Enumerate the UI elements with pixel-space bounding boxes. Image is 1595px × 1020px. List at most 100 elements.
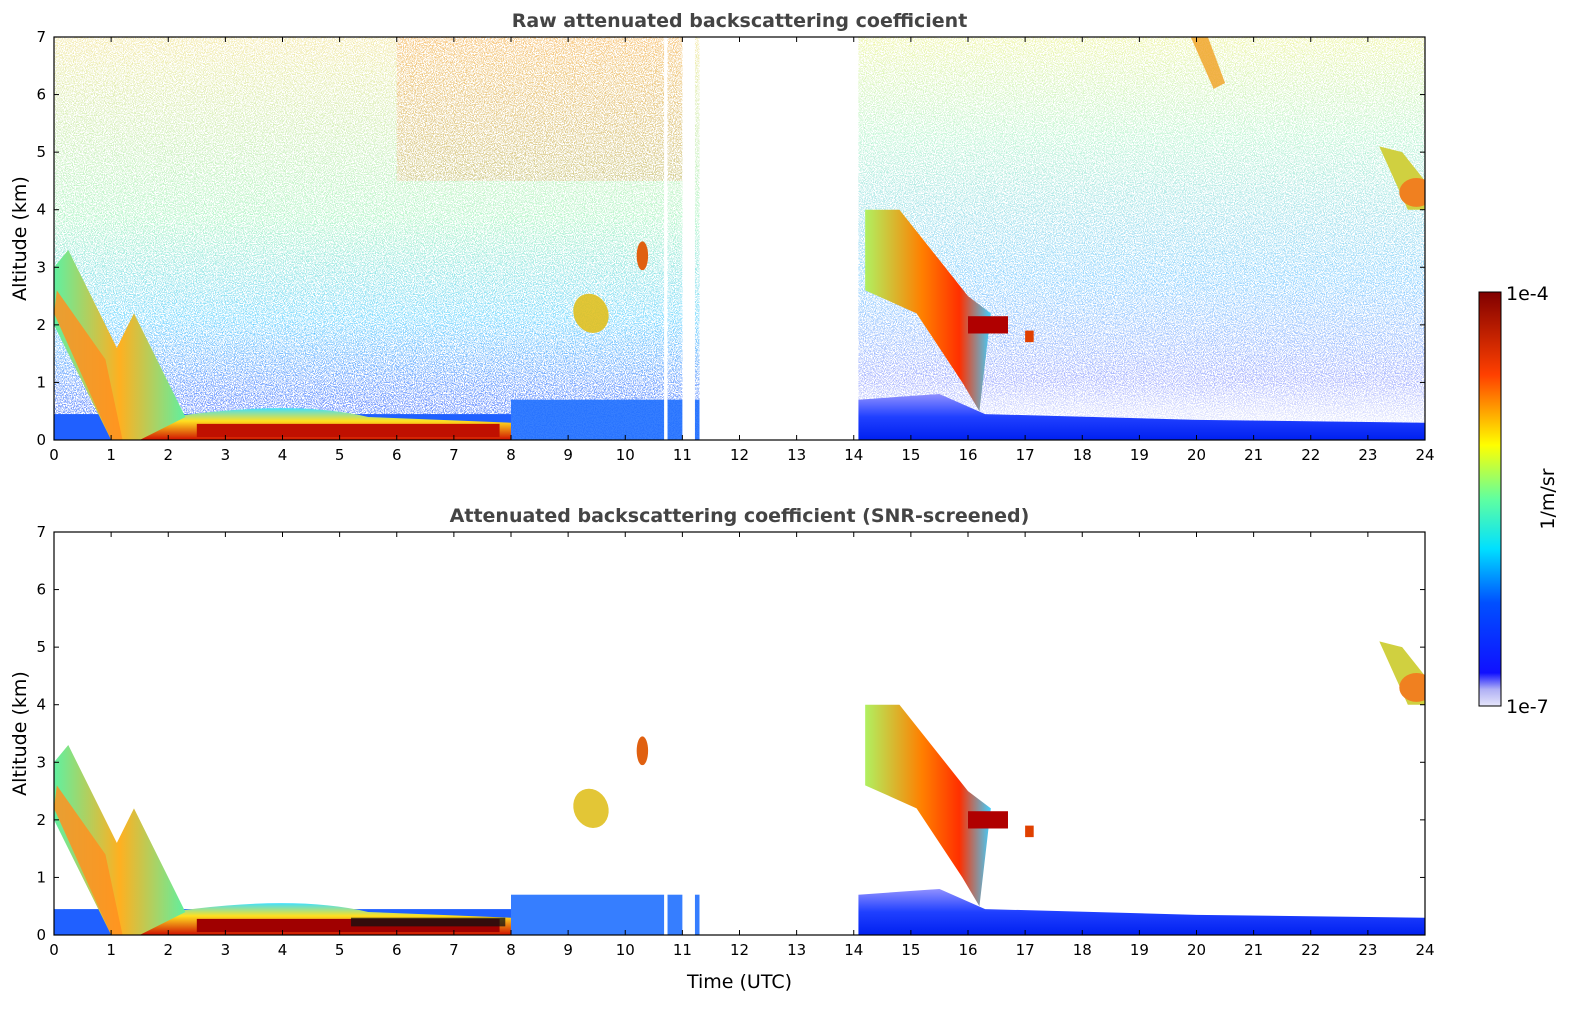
y-tick-label: 7 <box>36 28 46 46</box>
boundary-layer-afternoon <box>858 888 1425 935</box>
x-tick-label: 17 <box>1016 941 1035 959</box>
y-tick-label: 2 <box>36 811 46 829</box>
y-tick-label: 2 <box>36 316 46 334</box>
cloud-23h-core <box>1399 178 1425 207</box>
x-tick-label: 1 <box>106 941 116 959</box>
cloud-17h <box>1025 825 1034 838</box>
y-tick-label: 3 <box>36 753 46 771</box>
colorbar-unit-label: 1/m/sr <box>1537 468 1559 529</box>
x-tick-label: 1 <box>106 446 116 464</box>
x-tick-label: 2 <box>163 941 173 959</box>
colorbar-gradient <box>1478 291 1502 707</box>
x-tick-label: 14 <box>844 941 863 959</box>
y-tick-label: 0 <box>36 431 46 449</box>
boundary-layer-afternoon <box>858 393 1425 440</box>
cloud-9h <box>573 788 609 828</box>
saturated-core <box>351 917 506 927</box>
colorbar: 1e-4 1e-7 1/m/sr <box>1478 283 1559 718</box>
x-tick-label: 7 <box>449 941 459 959</box>
x-tick-label: 21 <box>1244 446 1263 464</box>
raw-backscatter-panel: Raw attenuated backscattering coefficien… <box>9 10 1435 464</box>
raw-noise-late <box>858 37 1425 440</box>
y-tick-label: 6 <box>36 86 46 104</box>
x-tick-label: 5 <box>335 941 345 959</box>
y-tick-label: 4 <box>36 201 46 219</box>
x-tick-label: 11 <box>673 941 692 959</box>
descending-aerosol-layer <box>54 250 186 440</box>
x-tick-label: 13 <box>787 941 806 959</box>
y-tick-label: 0 <box>36 926 46 944</box>
x-tick-label: 20 <box>1187 941 1206 959</box>
snr-x-ticks: 0 1 2 3 4 5 6 7 8 9 10 11 12 13 14 15 16 17 18 19 20 21 22 23 24 <box>49 532 1435 959</box>
colorbar-max-label: 1e-4 <box>1506 283 1549 305</box>
snr-y-axis-label: Altitude (km) <box>9 671 31 796</box>
x-tick-label: 18 <box>1073 941 1092 959</box>
x-tick-label: 22 <box>1301 446 1320 464</box>
snr-screened-panel: Attenuated backscattering coefficient (S… <box>9 505 1435 993</box>
x-tick-label: 9 <box>563 941 573 959</box>
descending-aerosol-layer <box>54 745 186 935</box>
x-tick-label: 16 <box>958 941 977 959</box>
y-tick-label: 1 <box>36 868 46 886</box>
y-tick-label: 3 <box>36 258 46 276</box>
x-tick-label: 18 <box>1073 446 1092 464</box>
x-tick-label: 14 <box>844 446 863 464</box>
data-gap <box>664 532 668 935</box>
x-tick-label: 12 <box>730 941 749 959</box>
snr-heatmap <box>54 532 1425 935</box>
x-tick-label: 12 <box>730 446 749 464</box>
cloud-10h <box>636 736 649 766</box>
y-tick-label: 4 <box>36 696 46 714</box>
x-tick-label: 8 <box>506 941 516 959</box>
raw-x-ticks: 0 1 2 3 4 5 6 7 8 9 10 11 12 13 14 15 16 17 18 19 20 21 22 23 24 <box>49 37 1435 464</box>
raw-heatmap <box>54 37 1425 440</box>
boundary-layer-core <box>196 423 500 438</box>
x-tick-label: 15 <box>901 446 920 464</box>
x-tick-label: 3 <box>221 446 231 464</box>
x-tick-label: 21 <box>1244 941 1263 959</box>
cloud-afternoon <box>865 704 991 907</box>
descending-aerosol-core <box>54 290 123 440</box>
cloud-23h-core <box>1399 673 1425 702</box>
x-tick-label: 13 <box>787 446 806 464</box>
data-gap <box>682 37 695 440</box>
y-tick-label: 1 <box>36 373 46 391</box>
x-tick-label: 10 <box>616 941 635 959</box>
data-gap <box>699 532 859 935</box>
cloud-afternoon <box>865 209 991 412</box>
cloud-afternoon-core <box>968 316 1008 334</box>
boundary-layer-late-morning <box>511 894 700 935</box>
data-gap <box>664 37 668 440</box>
x-tick-label: 22 <box>1301 941 1320 959</box>
y-tick-label: 6 <box>36 581 46 599</box>
raw-panel-title: Raw attenuated backscattering coefficien… <box>512 10 968 32</box>
x-tick-label: 5 <box>335 446 345 464</box>
x-tick-label: 0 <box>49 446 59 464</box>
x-tick-label: 4 <box>278 446 288 464</box>
x-tick-label: 8 <box>506 446 516 464</box>
descending-aerosol-core <box>54 785 123 935</box>
x-tick-label: 20 <box>1187 446 1206 464</box>
x-tick-label: 10 <box>616 446 635 464</box>
raw-noise-upper <box>396 37 683 181</box>
x-tick-label: 3 <box>221 941 231 959</box>
data-gap <box>682 532 695 935</box>
y-tick-label: 5 <box>36 638 46 656</box>
colorbar-min-label: 1e-7 <box>1506 696 1549 718</box>
cloud-9h <box>573 293 609 333</box>
snr-y-ticks: 0 1 2 3 4 5 6 7 <box>36 523 1425 944</box>
x-tick-label: 23 <box>1358 941 1377 959</box>
x-tick-label: 23 <box>1358 446 1377 464</box>
boundary-layer-late-morning <box>511 399 700 440</box>
x-tick-label: 2 <box>163 446 173 464</box>
x-tick-label: 19 <box>1130 446 1149 464</box>
x-tick-label: 4 <box>278 941 288 959</box>
raw-y-axis-label: Altitude (km) <box>9 176 31 301</box>
x-tick-label: 17 <box>1016 446 1035 464</box>
x-tick-label: 6 <box>392 941 402 959</box>
x-tick-label: 6 <box>392 446 402 464</box>
raw-y-ticks: 0 1 2 3 4 5 6 7 <box>36 28 1425 449</box>
cloud-10h <box>636 241 649 271</box>
cloud-17h <box>1025 330 1034 343</box>
